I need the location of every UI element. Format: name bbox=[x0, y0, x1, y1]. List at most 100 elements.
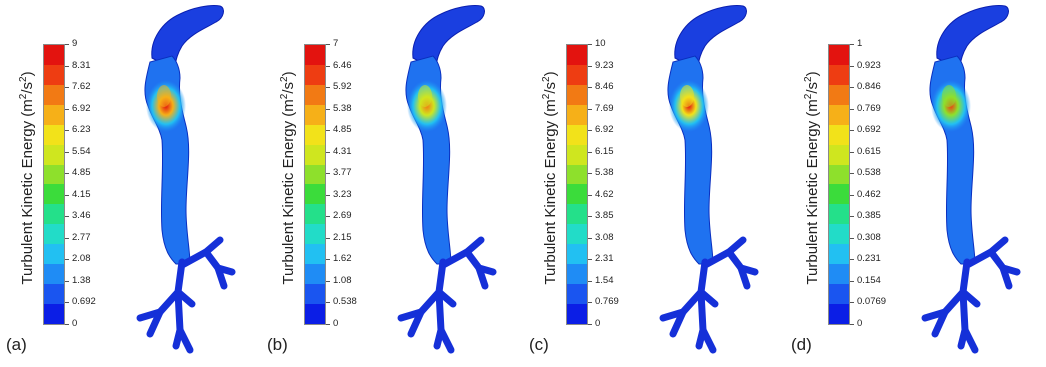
airway-model bbox=[905, 0, 1046, 362]
tick-label: 5.38 bbox=[333, 102, 352, 114]
tick-mark bbox=[65, 173, 69, 175]
tick-mark bbox=[850, 151, 854, 153]
colorbar-axis-title: Turbulent Kinetic Energy (m2/s2) bbox=[803, 48, 827, 308]
axis-title-sup: 2 bbox=[541, 93, 552, 100]
tick-label: 3.77 bbox=[333, 167, 352, 179]
tick-mark bbox=[326, 65, 330, 67]
tick-mark bbox=[588, 324, 592, 325]
panel-label: (a) bbox=[6, 335, 27, 354]
panel-label: (d) bbox=[791, 335, 812, 354]
tick-label: 0 bbox=[595, 318, 601, 329]
colorbar-segment bbox=[567, 224, 587, 245]
tick-label: 0 bbox=[72, 318, 78, 329]
tick-label: 0.692 bbox=[857, 124, 881, 136]
colorbar-segment bbox=[44, 64, 64, 85]
colorbar-segment bbox=[305, 84, 325, 105]
tick-mark bbox=[326, 130, 330, 132]
tick-mark bbox=[850, 280, 854, 282]
axis-title-text: Turbulent Kinetic Energy (m bbox=[804, 99, 821, 285]
tick-mark bbox=[850, 237, 854, 239]
colorbar-segment bbox=[829, 124, 849, 145]
tick-mark bbox=[326, 324, 330, 325]
tick-mark bbox=[588, 65, 592, 67]
colorbar-segment bbox=[305, 64, 325, 85]
colorbar-segment bbox=[829, 224, 849, 245]
tick-mark bbox=[65, 194, 69, 196]
colorbar-segment bbox=[829, 84, 849, 105]
tick-mark bbox=[65, 302, 69, 304]
axis-title-sup: 2 bbox=[18, 76, 29, 82]
tick-mark bbox=[850, 194, 854, 196]
tick-mark bbox=[326, 259, 330, 261]
axis-title-text: ) bbox=[19, 71, 36, 77]
figure-panel: Turbulent Kinetic Energy (m2/s2) 10 9.23 8.… bbox=[523, 0, 784, 362]
tick-label: 1.62 bbox=[333, 253, 352, 265]
tick-label: 3.23 bbox=[333, 188, 352, 200]
tick-mark bbox=[326, 151, 330, 153]
tick-label: 5.54 bbox=[72, 145, 91, 157]
figure-panel: Turbulent Kinetic Energy (m2/s2) 9 8.31 7.6… bbox=[0, 0, 261, 362]
tick-mark bbox=[588, 302, 592, 304]
tick-mark bbox=[326, 216, 330, 218]
tick-mark bbox=[326, 194, 330, 196]
colorbar-segment bbox=[305, 224, 325, 245]
colorbar-segment bbox=[44, 164, 64, 185]
tick-mark bbox=[850, 173, 854, 175]
colorbar-segment bbox=[567, 104, 587, 125]
axis-title-text: ) bbox=[804, 71, 821, 77]
axis-title-sup: 2 bbox=[541, 76, 552, 82]
tick-label: 0 bbox=[857, 318, 863, 329]
tick-mark bbox=[588, 151, 592, 153]
tick-label: 10 bbox=[595, 38, 606, 49]
colorbar-segment bbox=[567, 244, 587, 265]
airway-model bbox=[643, 0, 784, 362]
axis-title-sup: 2 bbox=[279, 93, 290, 100]
colorbar-axis-title: Turbulent Kinetic Energy (m2/s2) bbox=[18, 48, 42, 308]
airway-contour bbox=[397, 5, 497, 354]
tick-mark bbox=[65, 216, 69, 218]
tick-mark bbox=[850, 130, 854, 132]
axis-title-text: /s bbox=[19, 81, 36, 94]
colorbar-segment bbox=[567, 204, 587, 225]
tick-mark bbox=[850, 44, 854, 45]
tick-mark bbox=[588, 173, 592, 175]
tick-label: 7.69 bbox=[595, 102, 614, 114]
tick-mark bbox=[326, 173, 330, 175]
tick-label: 4.15 bbox=[72, 188, 91, 200]
colorbar-segment bbox=[44, 84, 64, 105]
tick-mark bbox=[588, 194, 592, 196]
colorbar-segment bbox=[44, 303, 64, 324]
tick-label: 0.615 bbox=[857, 145, 881, 157]
axis-title-sup: 2 bbox=[279, 76, 290, 82]
tick-mark bbox=[850, 65, 854, 67]
tick-mark bbox=[65, 237, 69, 239]
colorbar-segment bbox=[305, 264, 325, 285]
colorbar-segment bbox=[305, 124, 325, 145]
axis-title-text: Turbulent Kinetic Energy (m bbox=[542, 99, 559, 285]
colorbar-segment bbox=[567, 84, 587, 105]
colorbar-segment bbox=[44, 224, 64, 245]
colorbar-segment bbox=[44, 284, 64, 304]
tick-label: 1.54 bbox=[595, 274, 614, 286]
colorbar-segment bbox=[44, 244, 64, 265]
tick-mark bbox=[850, 216, 854, 218]
airway-contour bbox=[659, 5, 759, 354]
tick-label: 0.769 bbox=[595, 296, 619, 308]
colorbar-segment bbox=[567, 284, 587, 304]
colorbar-segment bbox=[44, 45, 64, 65]
colorbar-segment bbox=[567, 64, 587, 85]
colorbar-segment bbox=[829, 144, 849, 165]
axis-title-text: /s bbox=[804, 81, 821, 94]
colorbar-segment bbox=[305, 204, 325, 225]
colorbar-axis-title: Turbulent Kinetic Energy (m2/s2) bbox=[541, 48, 565, 308]
tick-label: 4.62 bbox=[595, 188, 614, 200]
tick-mark bbox=[65, 108, 69, 110]
axis-title-text: Turbulent Kinetic Energy (m bbox=[19, 99, 36, 285]
tick-label: 3.85 bbox=[595, 210, 614, 222]
colorbar-segment bbox=[305, 104, 325, 125]
tick-label: 0.0769 bbox=[857, 296, 887, 308]
axis-title-text: /s bbox=[280, 81, 297, 94]
tick-label: 0.846 bbox=[857, 81, 881, 93]
colorbar-segment bbox=[44, 104, 64, 125]
axis-title-text: Turbulent Kinetic Energy (m bbox=[280, 99, 297, 285]
